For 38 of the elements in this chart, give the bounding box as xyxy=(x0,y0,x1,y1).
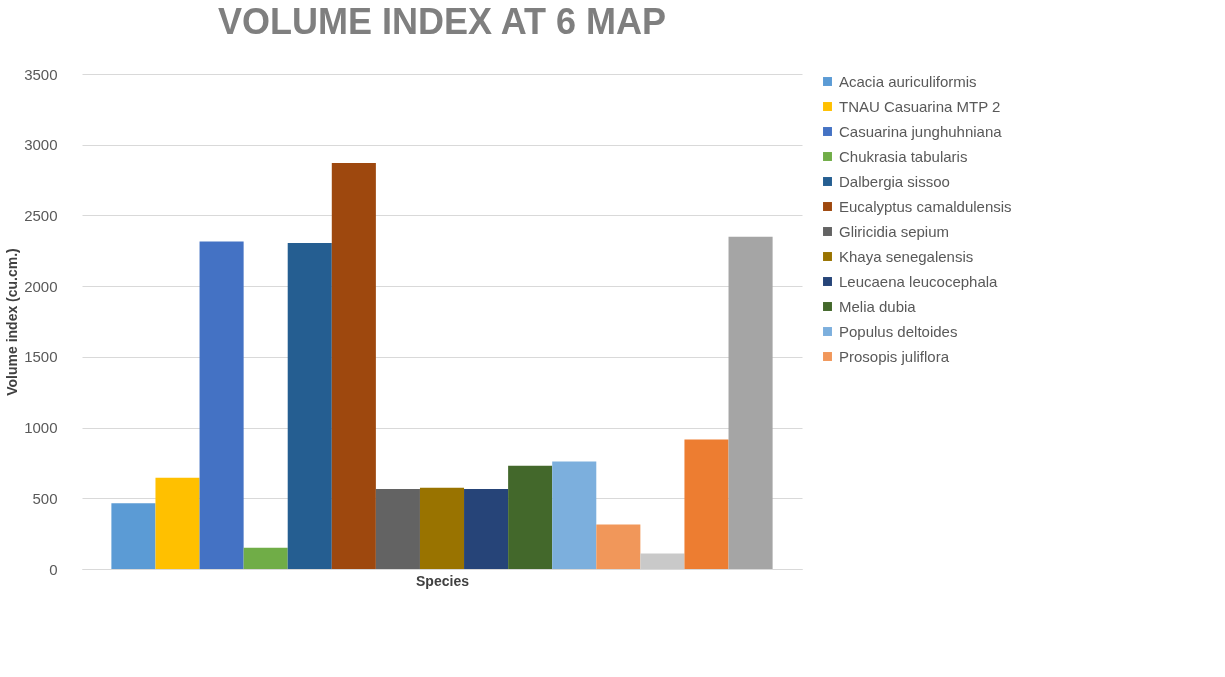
bar xyxy=(464,489,509,569)
legend-label: Dalbergia sissoo xyxy=(839,172,950,190)
bar xyxy=(155,477,200,569)
y-tick-label: 3000 xyxy=(24,136,58,154)
y-tick-label: 2500 xyxy=(24,206,58,224)
legend-label: Acacia auriculiformis xyxy=(839,72,977,90)
bar xyxy=(596,524,641,569)
legend-label: Eucalyptus camaldulensis xyxy=(839,197,1012,215)
y-tick-label: 3500 xyxy=(24,65,58,83)
bar xyxy=(640,553,685,569)
y-tick-label: 2000 xyxy=(24,277,58,295)
legend-label: Gliricidia sepium xyxy=(839,222,950,240)
bar xyxy=(243,547,288,569)
y-tick-label: 0 xyxy=(49,560,58,578)
bar xyxy=(728,236,773,569)
bar xyxy=(552,461,597,569)
y-tick-label: 1000 xyxy=(24,419,58,437)
bar xyxy=(508,465,553,569)
y-tick-label: 1500 xyxy=(24,348,58,366)
bar xyxy=(111,503,156,569)
legend-label: Prosopis juliflora xyxy=(839,347,950,365)
bar xyxy=(419,487,465,569)
legend-label: Melia dubia xyxy=(839,297,917,315)
x-axis-title: Species xyxy=(416,572,470,589)
bar xyxy=(375,489,420,569)
bar xyxy=(331,163,376,569)
legend-label: Khaya senegalensis xyxy=(839,247,974,265)
y-tick-label: 500 xyxy=(32,489,58,507)
chart-title: VOLUME INDEX AT 6 MAP xyxy=(217,1,667,42)
bar xyxy=(199,241,244,569)
y-axis-title: Volume index (cu.cm.) xyxy=(4,248,21,396)
bar xyxy=(287,243,332,569)
legend-label: Leucaena leucocephala xyxy=(839,272,999,290)
legend-label: TNAU Casuarina MTP 2 xyxy=(839,97,1001,115)
legend-label: Chukrasia tabularis xyxy=(839,147,968,165)
legend-label: Populus deltoides xyxy=(839,322,958,340)
bar xyxy=(684,439,729,569)
legend-label: Casuarina junghuhniana xyxy=(839,122,1003,140)
